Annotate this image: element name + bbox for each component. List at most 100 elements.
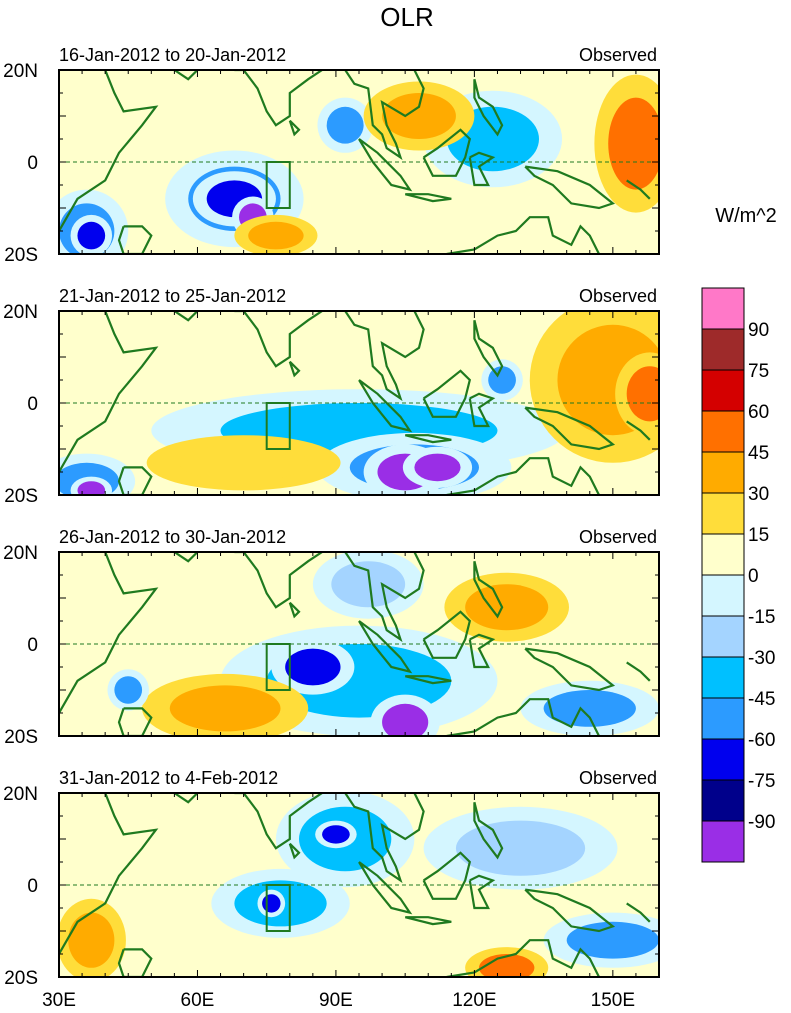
- y-tick-label: 0: [27, 394, 38, 415]
- coastline: [422, 369, 472, 418]
- coastline: [404, 434, 452, 444]
- coastline: [468, 151, 496, 187]
- coastlines: [59, 311, 651, 495]
- colorbar-label: -75: [748, 771, 775, 792]
- colorbar-label: 45: [748, 443, 769, 464]
- coastline: [404, 193, 452, 203]
- coastline: [358, 620, 413, 674]
- coastline: [344, 793, 425, 884]
- coastline: [117, 948, 153, 977]
- coastline: [234, 552, 323, 609]
- coastline: [446, 939, 600, 977]
- colorbar-swatch: [701, 369, 745, 412]
- colorbar-label: 75: [748, 361, 769, 382]
- coastline: [117, 225, 153, 254]
- panel-period: 21-Jan-2012 to 25-Jan-2012: [59, 286, 286, 306]
- colorbar-label: 60: [748, 402, 769, 423]
- coastline: [422, 610, 472, 659]
- panel-label: Observed: [579, 527, 657, 547]
- coastline: [626, 902, 651, 923]
- coastline: [344, 311, 425, 402]
- y-tick-label: 20S: [4, 727, 38, 748]
- coastline: [473, 801, 504, 860]
- y-tick-label: 0: [27, 635, 38, 656]
- y-tick-label: 20N: [3, 61, 38, 82]
- coastline: [117, 466, 153, 495]
- coastline: [524, 406, 616, 451]
- anomaly-region: [322, 825, 350, 844]
- anomaly-region: [114, 676, 143, 704]
- x-tick-label: 30E: [42, 990, 76, 1011]
- olr-field: [59, 74, 659, 254]
- coastline: [422, 851, 472, 900]
- coastline: [404, 675, 452, 685]
- anomaly-region: [169, 685, 281, 732]
- coastline: [288, 119, 301, 137]
- panel-label: Observed: [579, 45, 657, 65]
- coastline: [404, 916, 452, 926]
- coastline: [473, 78, 504, 137]
- colorbar-label: -90: [748, 812, 775, 833]
- coastline: [446, 457, 600, 495]
- colorbar-label: -45: [748, 689, 775, 710]
- anomaly-region: [326, 106, 364, 144]
- panel-label: Observed: [579, 768, 657, 788]
- coastline: [626, 179, 651, 200]
- anomaly-region: [68, 912, 115, 968]
- colorbar-swatch: [701, 492, 745, 535]
- coastlines: [59, 552, 651, 736]
- coastline: [173, 311, 199, 322]
- coastlines: [59, 793, 651, 977]
- anomaly-region: [455, 820, 586, 876]
- y-tick-label: 20S: [4, 245, 38, 266]
- panel-1: 20N 0 20S 16-Jan-2012 to 20-Jan-2012 Observe…: [3, 45, 660, 266]
- colorbar-swatch: [701, 779, 745, 822]
- coastline: [446, 698, 600, 736]
- anomaly-region: [285, 648, 341, 686]
- colorbar-label: 30: [748, 484, 769, 505]
- colorbar-label: -30: [748, 648, 775, 669]
- coastline: [234, 70, 323, 127]
- y-tick-label: 20N: [3, 784, 38, 805]
- coastline: [524, 647, 616, 692]
- colorbar-swatch: [701, 697, 745, 740]
- anomaly-region: [479, 954, 535, 977]
- coastline: [473, 319, 504, 378]
- panel-period: 16-Jan-2012 to 20-Jan-2012: [59, 45, 286, 65]
- colorbar-label: -60: [748, 730, 775, 751]
- anomaly-region: [414, 453, 461, 482]
- coastline: [473, 560, 504, 619]
- panel-3: 20N 0 20S 26-Jan-2012 to 30-Jan-2012 Observe…: [3, 527, 660, 748]
- y-tick-label: 20S: [4, 968, 38, 989]
- anomaly-region: [77, 481, 106, 495]
- panel-4: 20N 0 20S 31-Jan-2012 to 4-Feb-2012 Observed: [3, 768, 660, 989]
- coastline: [288, 601, 301, 619]
- anomaly-region: [566, 921, 659, 959]
- colorbar-label: 90: [748, 320, 769, 341]
- coastline: [358, 138, 413, 192]
- panel-background: [59, 70, 659, 254]
- x-tick-label: 150E: [591, 990, 635, 1011]
- coastline: [234, 311, 323, 368]
- coastline: [288, 842, 301, 860]
- panels-group: 20N 0 20S 16-Jan-2012 to 20-Jan-2012 Observe…: [3, 45, 660, 989]
- colorbar-swatch: [701, 615, 745, 658]
- coastline: [234, 793, 323, 850]
- y-tick-label: 0: [27, 153, 38, 174]
- colorbar-swatch: [701, 328, 745, 371]
- chart-title: OLR: [380, 2, 433, 32]
- panel-2: 20N 0 20S 21-Jan-2012 to 25-Jan-2012 Observe…: [3, 286, 660, 507]
- colorbar-swatch: [701, 574, 745, 617]
- coastline: [59, 793, 159, 955]
- panel-label: Observed: [579, 286, 657, 306]
- colorbar-units-label: W/m^2: [715, 205, 777, 227]
- anomaly-region: [465, 584, 549, 631]
- coastline: [59, 70, 159, 232]
- olr-field: [59, 793, 659, 977]
- anomaly-region: [626, 366, 659, 422]
- y-tick-label: 20S: [4, 486, 38, 507]
- anomaly-region: [331, 561, 406, 608]
- coastline: [524, 165, 616, 210]
- coastline: [344, 552, 425, 643]
